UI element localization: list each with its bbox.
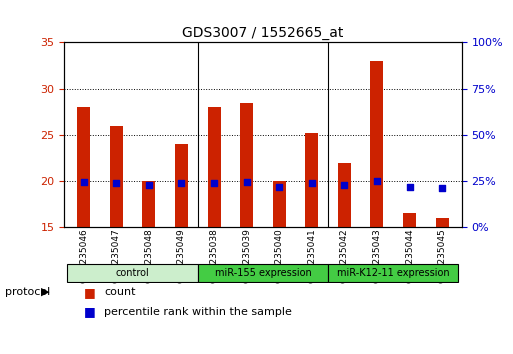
Bar bbox=[436, 218, 449, 227]
Text: ■: ■ bbox=[84, 306, 96, 318]
Bar bbox=[305, 133, 318, 227]
Text: GSM235041: GSM235041 bbox=[307, 228, 317, 283]
Text: ▶: ▶ bbox=[41, 287, 50, 297]
Text: GSM235048: GSM235048 bbox=[144, 228, 153, 283]
Text: ■: ■ bbox=[84, 286, 96, 299]
Text: GSM235039: GSM235039 bbox=[242, 228, 251, 283]
Bar bbox=[175, 144, 188, 227]
Text: GSM235040: GSM235040 bbox=[274, 228, 284, 283]
Point bbox=[112, 180, 121, 185]
Point bbox=[308, 180, 316, 186]
Bar bbox=[110, 126, 123, 227]
Text: GSM235046: GSM235046 bbox=[79, 228, 88, 283]
Bar bbox=[273, 181, 286, 227]
Text: GSM235042: GSM235042 bbox=[340, 228, 349, 283]
Point bbox=[373, 178, 381, 184]
Bar bbox=[142, 181, 155, 227]
Point bbox=[80, 179, 88, 185]
Point bbox=[177, 180, 186, 186]
Text: GSM235044: GSM235044 bbox=[405, 228, 414, 283]
Point bbox=[275, 184, 283, 189]
Bar bbox=[370, 61, 384, 227]
Point bbox=[243, 179, 251, 185]
Text: count: count bbox=[104, 287, 135, 297]
Bar bbox=[208, 107, 221, 227]
Text: GSM235043: GSM235043 bbox=[372, 228, 382, 283]
Text: GSM235049: GSM235049 bbox=[177, 228, 186, 283]
Title: GDS3007 / 1552665_at: GDS3007 / 1552665_at bbox=[182, 26, 344, 40]
Point bbox=[340, 182, 348, 188]
Point bbox=[145, 182, 153, 188]
Text: GSM235047: GSM235047 bbox=[112, 228, 121, 283]
Bar bbox=[77, 107, 90, 227]
Text: GSM235038: GSM235038 bbox=[209, 228, 219, 283]
Text: protocol: protocol bbox=[5, 287, 50, 297]
Point bbox=[210, 180, 218, 186]
Bar bbox=[338, 162, 351, 227]
Point bbox=[438, 185, 446, 190]
Point bbox=[405, 184, 413, 189]
Bar bbox=[240, 103, 253, 227]
Text: percentile rank within the sample: percentile rank within the sample bbox=[104, 307, 292, 317]
Bar bbox=[403, 213, 416, 227]
Text: GSM235045: GSM235045 bbox=[438, 228, 447, 283]
